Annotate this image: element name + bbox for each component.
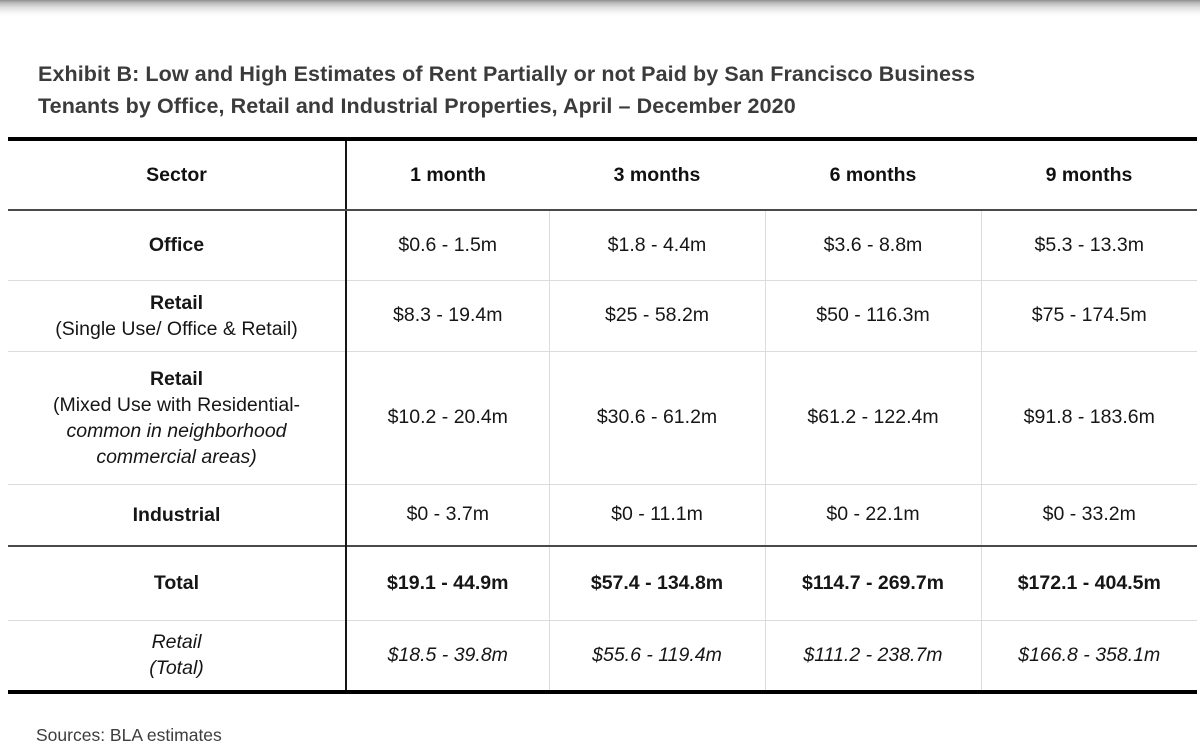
cell-industrial-3-months: $0 - 11.1m xyxy=(548,483,765,546)
table-row-retail-single: Retail (Single Use/ Office & Retail) $8.3 … xyxy=(8,279,1197,351)
column-header-sector: Sector xyxy=(8,137,347,211)
cell-retail-total-3-months: $55.6 - 119.4m xyxy=(548,619,765,694)
column-header-6-months: 6 months xyxy=(765,137,981,211)
cell-retail-total-9-months: $166.8 - 358.1m xyxy=(980,619,1197,694)
column-header-9-months: 9 months xyxy=(981,137,1197,211)
row-label-line: Retail xyxy=(149,367,204,390)
cell-retail-mixed-6-months: $61.2 - 122.4m xyxy=(764,350,981,484)
row-label-line: Office xyxy=(148,234,205,257)
column-header-3-months: 3 months xyxy=(549,137,765,211)
table-row-office: Office $0.6 - 1.5m $1.8 - 4.4m $3.6 - 8.8m $… xyxy=(8,210,1197,280)
row-label-line: (Single Use/ Office & Retail) xyxy=(55,317,298,340)
row-label-line: Industrial xyxy=(132,503,221,526)
cell-industrial-9-months: $0 - 33.2m xyxy=(980,483,1197,546)
cell-office-3-months: $1.8 - 4.4m xyxy=(548,210,765,280)
cell-retail-single-9-months: $75 - 174.5m xyxy=(980,279,1197,351)
cell-retail-total-1-month: $18.5 - 39.8m xyxy=(346,619,549,694)
cell-total-3-months: $57.4 - 134.8m xyxy=(548,545,765,620)
cell-industrial-1-month: $0 - 3.7m xyxy=(346,483,549,546)
row-label-total: Total xyxy=(8,545,347,620)
table-row-industrial: Industrial $0 - 3.7m $0 - 11.1m $0 - 22.1m $… xyxy=(8,483,1197,546)
table-row-total: Total $19.1 - 44.9m $57.4 - 134.8m $114.7 -… xyxy=(8,545,1197,620)
cell-total-6-months: $114.7 - 269.7m xyxy=(764,545,981,620)
page-title-line-2: Tenants by Office, Retail and Industrial… xyxy=(38,94,796,118)
row-label-retail-single: Retail (Single Use/ Office & Retail) xyxy=(8,279,347,351)
cell-retail-single-6-months: $50 - 116.3m xyxy=(764,279,981,351)
row-label-line: Total xyxy=(153,572,200,595)
row-label-retail-mixed: Retail (Mixed Use with Residential-common… xyxy=(8,350,347,484)
cell-retail-total-6-months: $111.2 - 238.7m xyxy=(764,619,981,694)
row-label-line: Retail xyxy=(149,291,204,314)
exhibit-table: Sector 1 month 3 months 6 months 9 months Of… xyxy=(8,137,1197,694)
source-note: Sources: BLA estimates xyxy=(36,725,222,745)
cell-industrial-6-months: $0 - 22.1m xyxy=(764,483,981,546)
table-row-retail-total: Retail (Total) $18.5 - 39.8m $55.6 - 119.4m… xyxy=(8,619,1197,694)
cell-total-1-month: $19.1 - 44.9m xyxy=(346,545,549,620)
cell-office-6-months: $3.6 - 8.8m xyxy=(764,210,981,280)
row-label-line: common in neighborhood xyxy=(66,419,287,442)
cell-retail-mixed-9-months: $91.8 - 183.6m xyxy=(980,350,1197,484)
cell-retail-mixed-3-months: $30.6 - 61.2m xyxy=(548,350,765,484)
column-header-1-month: 1 month xyxy=(346,137,549,211)
cell-total-9-months: $172.1 - 404.5m xyxy=(980,545,1197,620)
cell-retail-mixed-1-month: $10.2 - 20.4m xyxy=(346,350,549,484)
row-label-retail-total: Retail (Total) xyxy=(8,619,347,694)
page-title-line-1: Exhibit B: Low and High Estimates of Ren… xyxy=(38,62,976,86)
cell-retail-single-1-month: $8.3 - 19.4m xyxy=(346,279,549,351)
page-title: Exhibit B: Low and High Estimates of Ren… xyxy=(38,58,1138,122)
row-label-office: Office xyxy=(8,210,347,280)
table-header-row: Sector 1 month 3 months 6 months 9 months xyxy=(8,137,1197,211)
cell-office-9-months: $5.3 - 13.3m xyxy=(980,210,1197,280)
row-label-line: (Total) xyxy=(149,657,204,680)
row-label-line: commercial areas) xyxy=(96,445,257,468)
page-top-shadow-strip xyxy=(0,0,1200,16)
row-label-line: Retail xyxy=(151,631,202,654)
table-row-retail-mixed: Retail (Mixed Use with Residential-common… xyxy=(8,350,1197,484)
cell-retail-single-3-months: $25 - 58.2m xyxy=(548,279,765,351)
row-label-line: (Mixed Use with Residential- xyxy=(52,393,301,416)
row-label-industrial: Industrial xyxy=(8,483,347,546)
cell-office-1-month: $0.6 - 1.5m xyxy=(398,233,498,256)
